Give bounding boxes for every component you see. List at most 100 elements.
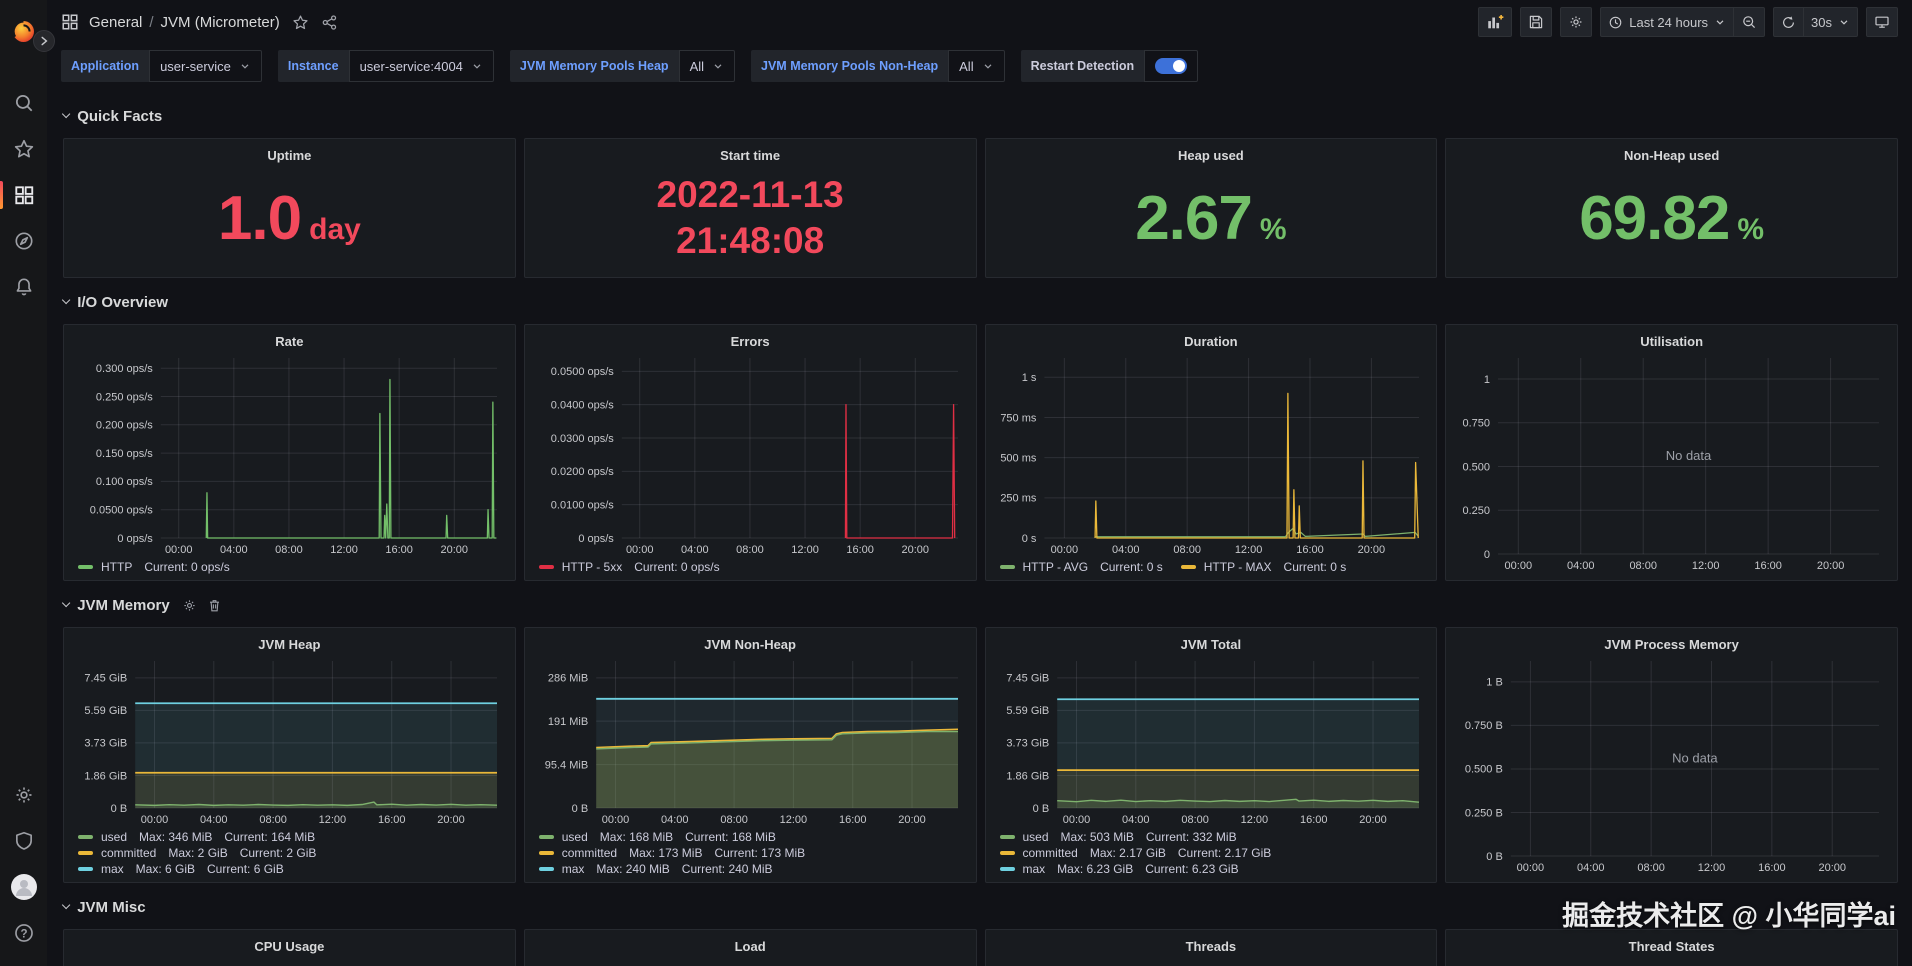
axis-tick-label: 20:00 <box>898 814 926 826</box>
chart-canvas[interactable]: 1 0.750 0.500 0.250 0 00:00 04:00 08:00 12:00 16:… <box>1454 351 1889 574</box>
panel-title[interactable]: Non-Heap used <box>1623 148 1720 163</box>
stat-value: 69.82% <box>1454 165 1889 271</box>
panel-title[interactable]: Errors <box>730 334 770 349</box>
timeseries-chart[interactable]: 1 s 750 ms 500 ms 250 ms 0 s 00:00 04:00 08:00 1… <box>994 351 1429 558</box>
panel-title[interactable]: JVM Total <box>1180 637 1242 652</box>
legend-item-max[interactable]: max Max: 6 GiB Current: 6 GiB <box>78 862 505 876</box>
axis-tick-label: 20:00 <box>437 814 465 826</box>
star-icon[interactable] <box>292 14 309 31</box>
refresh-interval-picker[interactable]: 30s <box>1803 7 1858 37</box>
legend-item-used[interactable]: used Max: 503 MiB Current: 332 MiB <box>999 830 1427 844</box>
dashboard-settings-button[interactable] <box>1560 7 1593 37</box>
timeseries-chart[interactable]: 0.300 ops/s 0.250 ops/s 0.200 ops/s 0.150 o… <box>72 351 507 558</box>
chart-canvas[interactable]: 1 B 0.750 B 0.500 B 0.250 B 0 B 00:00 04:00 08:… <box>1454 654 1889 876</box>
timeseries-chart[interactable]: 0.0500 ops/s 0.0400 ops/s 0.0300 ops/s 0.02… <box>533 351 968 558</box>
zoom-out-button[interactable] <box>1733 7 1766 37</box>
panel-title[interactable]: Start time <box>720 148 781 163</box>
sidebar-expand-button[interactable] <box>33 30 55 52</box>
starred-icon[interactable] <box>0 126 47 172</box>
stat-value: 2.67% <box>994 165 1429 271</box>
variable-value-dropdown[interactable]: All <box>678 50 736 82</box>
panel-title[interactable]: JVM Heap <box>258 637 321 652</box>
stat-number: 2.67 <box>1135 183 1253 253</box>
section-header-jvm-misc[interactable]: JVM Misc <box>61 893 1898 921</box>
panel-title[interactable]: JVM Non-Heap <box>704 637 796 652</box>
section-header-jvm-memory[interactable]: JVM Memory <box>61 591 1898 619</box>
toggle-switch-on[interactable] <box>1155 58 1188 74</box>
restart-detection-label: Restart Detection <box>1020 50 1145 82</box>
legend-item-http-max[interactable]: HTTP - MAX Current: 0 s <box>1180 560 1346 574</box>
add-panel-button[interactable] <box>1478 7 1513 37</box>
user-avatar[interactable] <box>0 864 47 910</box>
axis-tick-label: 00:00 <box>626 544 654 556</box>
variable-value-dropdown[interactable]: user-service <box>149 50 262 82</box>
time-range-picker[interactable]: Last 24 hours <box>1600 7 1734 37</box>
save-dashboard-button[interactable] <box>1520 7 1553 37</box>
timeseries-chart[interactable]: 1 0.750 0.500 0.250 0 00:00 04:00 08:00 12:00 16:… <box>1454 351 1889 574</box>
breadcrumb-title[interactable]: JVM (Micrometer) <box>160 13 280 31</box>
timeseries-chart[interactable]: 286 MiB 191 MiB 95.4 MiB 0 B 00:00 04:00 08:00… <box>533 654 968 828</box>
panel-title[interactable]: CPU Usage <box>254 939 325 954</box>
axis-tick-label: 95.4 MiB <box>545 759 588 771</box>
timeseries-chart[interactable]: 7.45 GiB 5.59 GiB 3.73 GiB 1.86 GiB 0 B 00:00… <box>72 654 507 828</box>
section-header-io-overview[interactable]: I/O Overview <box>61 288 1898 316</box>
chart-canvas[interactable]: 0.300 ops/s 0.250 ops/s 0.200 ops/s 0.150 o… <box>72 351 507 558</box>
chart-legend: used Max: 503 MiB Current: 332 MiB commit… <box>994 828 1429 876</box>
panel-title[interactable]: Thread States <box>1628 939 1715 954</box>
variable-label[interactable]: Instance <box>277 50 349 82</box>
section-collapse-chevron-icon <box>61 599 71 608</box>
restart-detection-toggle[interactable] <box>1144 50 1199 82</box>
share-icon[interactable] <box>321 14 338 31</box>
legend-item-committed[interactable]: committed Max: 2.17 GiB Current: 2.17 Gi… <box>999 846 1427 860</box>
alerting-bell-icon[interactable] <box>0 264 47 310</box>
panel-title[interactable]: Threads <box>1185 939 1237 954</box>
legend-item-used[interactable]: used Max: 168 MiB Current: 168 MiB <box>538 830 966 844</box>
chart-canvas[interactable]: 7.45 GiB 5.59 GiB 3.73 GiB 1.86 GiB 0 B 00:00… <box>72 654 507 828</box>
refresh-button[interactable] <box>1773 7 1804 37</box>
panel-title[interactable]: Utilisation <box>1640 334 1704 349</box>
variable-label[interactable]: Application <box>61 50 150 82</box>
legend-item-committed[interactable]: committed Max: 173 MiB Current: 173 MiB <box>538 846 966 860</box>
help-icon[interactable]: ? <box>0 910 47 956</box>
section-settings-gear-icon[interactable] <box>182 598 197 613</box>
legend-item-http[interactable]: HTTP Current: 0 ops/s <box>78 560 230 574</box>
panel-title[interactable]: Load <box>734 939 766 954</box>
series-line-HTTP <box>205 378 497 539</box>
legend-item-committed[interactable]: committed Max: 2 GiB Current: 2 GiB <box>78 846 505 860</box>
search-icon[interactable] <box>0 80 47 126</box>
legend-item-max[interactable]: max Max: 6.23 GiB Current: 6.23 GiB <box>999 862 1427 876</box>
variable-value-dropdown[interactable]: user-service:4004 <box>348 50 494 82</box>
axis-tick-label: 12:00 <box>319 814 347 826</box>
cycle-view-button[interactable] <box>1866 7 1898 37</box>
legend-item-used[interactable]: used Max: 346 MiB Current: 164 MiB <box>78 830 505 844</box>
chart-canvas[interactable]: 286 MiB 191 MiB 95.4 MiB 0 B 00:00 04:00 08:00… <box>533 654 968 828</box>
timeseries-chart[interactable]: 7.45 GiB 5.59 GiB 3.73 GiB 1.86 GiB 0 B 00:00… <box>994 654 1429 828</box>
legend-color-swatch <box>1180 565 1196 569</box>
explore-compass-icon[interactable] <box>0 218 47 264</box>
chart-canvas[interactable]: 0.0500 ops/s 0.0400 ops/s 0.0300 ops/s 0.02… <box>533 351 968 558</box>
breadcrumb-section[interactable]: General <box>89 13 143 31</box>
settings-gear-icon[interactable] <box>0 772 47 818</box>
legend-color-swatch <box>999 565 1015 569</box>
section-header-quick-facts[interactable]: Quick Facts <box>61 102 1898 130</box>
chart-canvas[interactable]: 1 s 750 ms 500 ms 250 ms 0 s 00:00 04:00 08:00 1… <box>994 351 1429 558</box>
legend-item-max[interactable]: max Max: 240 MiB Current: 240 MiB <box>538 862 966 876</box>
panel-title[interactable]: Uptime <box>267 148 312 163</box>
variable-label[interactable]: JVM Memory Pools Heap <box>509 50 679 82</box>
dashboards-icon[interactable] <box>0 172 47 218</box>
timeseries-chart[interactable]: 1 B 0.750 B 0.500 B 0.250 B 0 B 00:00 04:00 08:… <box>1454 654 1889 876</box>
panel-title[interactable]: Duration <box>1184 334 1238 349</box>
panel-title[interactable]: JVM Process Memory <box>1604 637 1739 652</box>
axis-tick-label: 0 <box>1484 549 1490 561</box>
variable-value-dropdown[interactable]: All <box>948 50 1005 82</box>
panel-title[interactable]: Rate <box>275 334 304 349</box>
legend-item-http-5xx[interactable]: HTTP - 5xx Current: 0 ops/s <box>538 560 720 574</box>
legend-item-http-avg[interactable]: HTTP - AVG Current: 0 s <box>999 560 1163 574</box>
panel-title[interactable]: Heap used <box>1178 148 1244 163</box>
server-admin-shield-icon[interactable] <box>0 818 47 864</box>
axis-tick-label: 20:00 <box>1357 544 1385 556</box>
variable-label[interactable]: JVM Memory Pools Non-Heap <box>751 50 949 82</box>
section-delete-trash-icon[interactable] <box>207 598 222 613</box>
grafana-logo[interactable] <box>0 8 47 54</box>
chart-canvas[interactable]: 7.45 GiB 5.59 GiB 3.73 GiB 1.86 GiB 0 B 00:00… <box>994 654 1429 828</box>
